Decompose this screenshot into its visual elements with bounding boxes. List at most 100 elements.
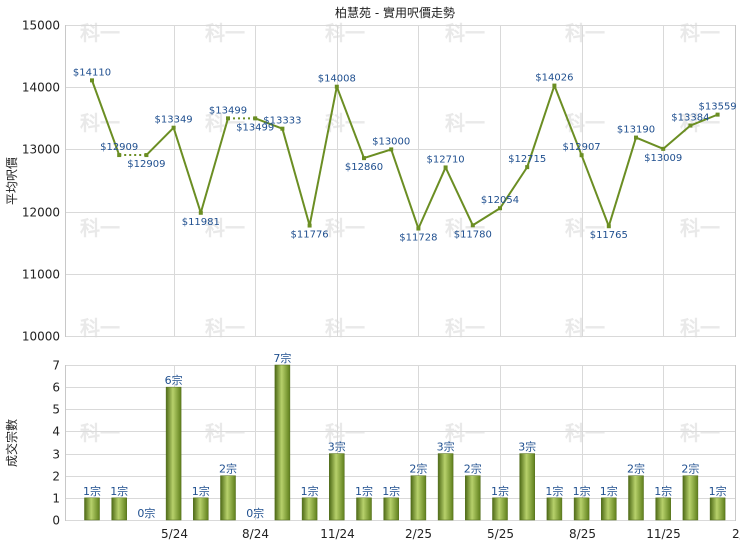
- line-segment: [363, 148, 392, 160]
- line-point-label: $13333: [263, 116, 301, 127]
- bar: [165, 386, 182, 521]
- watermark-text: 科一: [445, 421, 485, 445]
- line-y-tick-label: 15000: [22, 19, 60, 33]
- bar-value-label: 1宗: [192, 484, 210, 498]
- line-segment: [417, 167, 447, 229]
- line-point: [498, 206, 502, 211]
- bar-watermark-group: 科一 科一 科一 科一 科一 科一: [80, 421, 720, 445]
- line-point: [171, 125, 176, 130]
- bar-x-ticks: 5/24 8/24 11/24 2/25 5/25 8/25 11/25 2/26: [161, 527, 740, 541]
- line-point: [443, 165, 448, 170]
- line-point: [634, 135, 638, 140]
- line-point-label: $11981: [182, 217, 220, 228]
- bar-value-label: 1宗: [83, 484, 101, 498]
- line-point-label: $13349: [155, 115, 193, 126]
- line-segment: [526, 85, 556, 168]
- line-point: [253, 116, 258, 121]
- watermark-text: 科一: [325, 216, 365, 240]
- watermark-text: 科一: [680, 216, 720, 240]
- bar: [655, 497, 671, 521]
- watermark-text: 科一: [680, 21, 720, 45]
- watermark-text: 科一: [445, 21, 485, 45]
- bar-x-tick-label: 8/25: [569, 527, 596, 541]
- bar-value-label: 0宗: [137, 506, 155, 520]
- bar-y-tick-label: 0: [52, 514, 60, 528]
- bar-value-label: 1宗: [573, 484, 591, 498]
- watermark-text: 科一: [445, 111, 485, 135]
- line-point: [416, 226, 421, 231]
- bar-value-label: 3宗: [518, 440, 536, 454]
- bar: [437, 453, 454, 521]
- bar-y-axis-label: 成交宗數: [4, 419, 19, 467]
- bar-series: [84, 364, 726, 521]
- bar: [111, 497, 127, 521]
- line-y-tick-label: 10000: [22, 330, 60, 344]
- bar: [628, 475, 644, 521]
- watermark-text: 科一: [565, 421, 605, 445]
- line-segment: [662, 124, 692, 150]
- watermark-text: 科一: [565, 21, 605, 45]
- line-segment: [444, 167, 474, 226]
- bar-value-label: 1宗: [382, 484, 400, 498]
- line-point-label: $13499: [236, 122, 274, 133]
- bar-x-tick-label: 5/25: [487, 527, 514, 541]
- watermark-text: 科一: [565, 216, 605, 240]
- bar: [220, 475, 236, 521]
- bar-y-tick-label: 1: [52, 492, 60, 506]
- line-point-label: $11776: [291, 230, 329, 241]
- chart-title: 柏慧苑 - 實用呎價走勢: [335, 5, 455, 20]
- line-point-label: $14026: [535, 73, 573, 84]
- line-segment: [172, 127, 202, 214]
- line-segment: [580, 154, 610, 227]
- line-point-label: $14008: [318, 74, 356, 85]
- line-point-label: $12710: [427, 154, 465, 165]
- bar: [274, 364, 291, 521]
- bar-y-tick-label: 2: [52, 470, 60, 484]
- bar-value-label: 1宗: [654, 484, 672, 498]
- bar-y-tick-label: 3: [52, 448, 60, 462]
- line-points: [90, 78, 720, 231]
- line-point-label: $12860: [345, 162, 383, 173]
- bar-value-label: 3宗: [437, 440, 455, 454]
- watermark-text: 科一: [325, 421, 365, 445]
- watermark-text: 科一: [445, 216, 485, 240]
- line-point: [661, 146, 666, 151]
- bar: [410, 475, 427, 521]
- line-segment: [91, 80, 121, 156]
- bar-value-label: 1宗: [301, 484, 319, 498]
- line-point-label: $11728: [399, 233, 437, 244]
- line-segment: [145, 126, 175, 156]
- bar-x-tick-label: 2/25: [405, 527, 432, 541]
- bar-value-label: 1宗: [491, 484, 509, 498]
- bar-x-tick-label: 8/24: [242, 527, 269, 541]
- line-point-labels: $14110 $12909 $12909 $13349 $11981 $13499 $134…: [73, 67, 737, 243]
- line-segment: [499, 166, 529, 209]
- bar: [383, 497, 399, 521]
- line-y-tick-label: 12000: [22, 206, 60, 220]
- bar-value-label: 1宗: [709, 484, 727, 498]
- bar: [601, 497, 617, 521]
- bar-y-tick-label: 5: [52, 403, 60, 417]
- bar-value-label: 1宗: [355, 484, 373, 498]
- line-y-tick-label: 13000: [22, 143, 60, 157]
- line-grid: [66, 25, 735, 337]
- line-point-label: $12054: [481, 195, 519, 206]
- bar-chart-panel: 科一 科一 科一 科一 科一 科一 0 1 2 3 4 5 6 7 成交宗數 1宗 1宗 0宗 6宗 1宗 2宗 0…: [4, 351, 740, 541]
- line-segment: [607, 137, 637, 227]
- line-point: [552, 83, 557, 88]
- bar-value-label: 0宗: [246, 506, 264, 520]
- bar-y-tick-label: 7: [52, 359, 60, 373]
- line-segment: [199, 118, 229, 214]
- bar-value-label: 6宗: [165, 373, 183, 387]
- bar-x-tick-label: 2/26: [732, 527, 740, 541]
- bar: [301, 497, 318, 521]
- bar-value-label: 1宗: [545, 484, 563, 498]
- line-point: [144, 153, 149, 158]
- line-point: [117, 153, 122, 158]
- line-point: [470, 223, 475, 228]
- line-point: [688, 123, 693, 128]
- bar-x-tick-label: 11/25: [646, 527, 681, 541]
